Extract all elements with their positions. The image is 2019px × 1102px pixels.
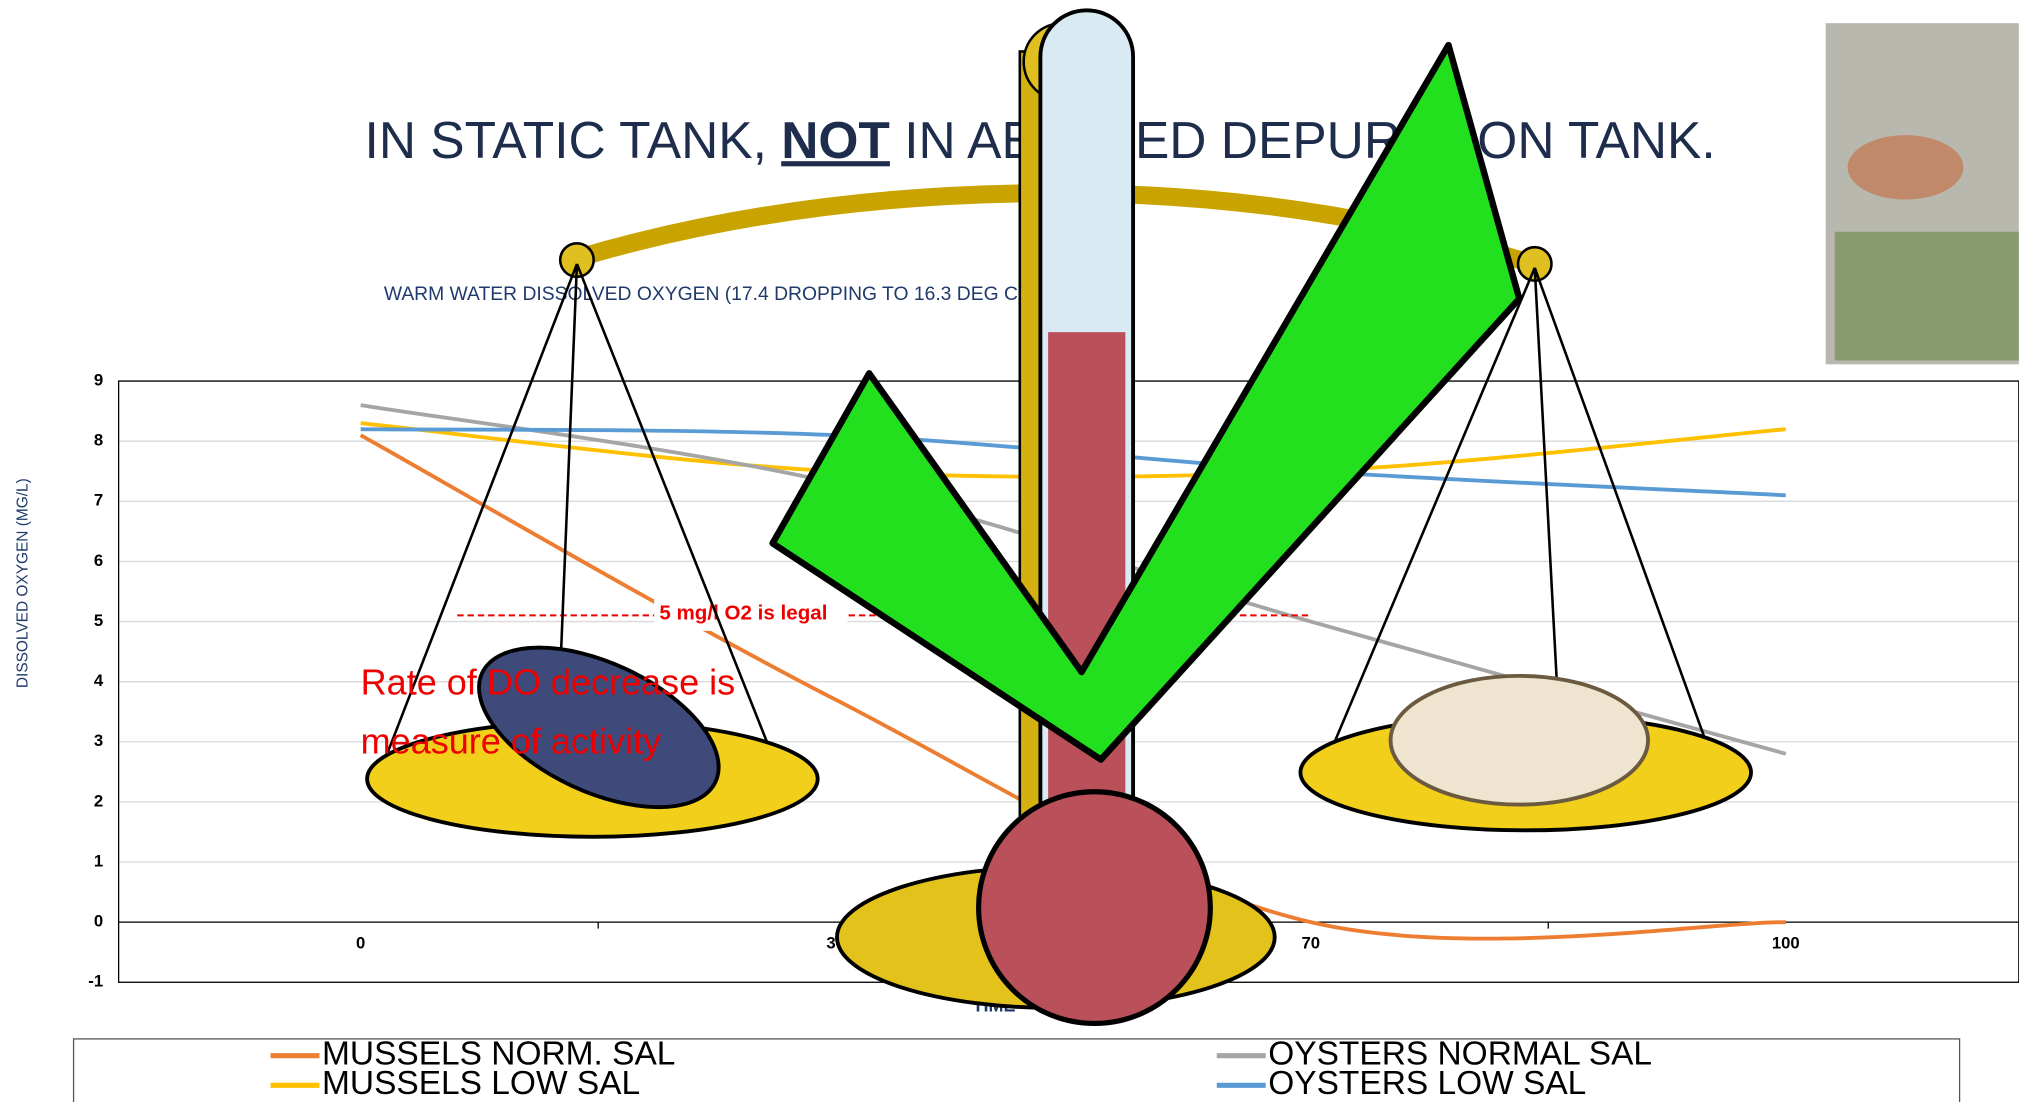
legend-label: MUSSELS NORM. SAL: [322, 1035, 675, 1072]
y-tick-label: 7: [94, 491, 103, 510]
y-tick-label: 1: [94, 851, 103, 870]
y-axis-label: DISSOLVED OXYGEN (MG/L): [14, 478, 31, 688]
y-tick-label: -1: [88, 972, 103, 991]
subtitle-start: IN STATIC TANK,: [365, 111, 782, 169]
annotation: Rate of DO decrease is: [361, 661, 735, 702]
y-tick-label: 2: [94, 791, 103, 810]
x-tick-label: 0: [356, 933, 365, 952]
y-tick-label: 8: [94, 431, 103, 450]
y-tick-label: 4: [94, 671, 104, 690]
legend-label: OYSTERS LOW SAL: [1268, 1065, 1586, 1102]
x-tick-label: 100: [1772, 933, 1800, 952]
legend-label: MUSSELS LOW SAL: [322, 1065, 640, 1102]
y-tick-label: 0: [94, 912, 103, 931]
chart-title: WARM WATER DISSOLVED OXYGEN (17.4 DROPPI…: [384, 284, 1025, 305]
oyster: [1388, 673, 1650, 807]
subtitle-bold: NOT: [781, 111, 890, 169]
scale-strings: [378, 263, 1714, 831]
mussel: [477, 645, 721, 810]
y-tick-label: 3: [94, 731, 103, 750]
annotation: measure of activity: [361, 721, 661, 762]
legend-box: [72, 1038, 1961, 1102]
photo-detail: [1834, 231, 2019, 361]
subtitle-end: IN AERATED DEPURATION TANK.: [890, 111, 1716, 169]
thermometer-bulb: [976, 789, 1213, 1027]
y-tick-label: 6: [94, 551, 103, 570]
legend-label: OYSTERS NORMAL SAL: [1268, 1035, 1652, 1072]
thermometer-fluid: [1048, 332, 1126, 848]
x-tick-label: 70: [1301, 933, 1320, 952]
photo-hand: [1847, 135, 1964, 200]
legal-limit-label-bg: [654, 599, 848, 631]
legal-limit-label: 5 mg/l O2 is legal: [659, 602, 827, 625]
clip-art: [365, 8, 2019, 1027]
y-tick-label: 9: [94, 370, 103, 389]
check-mark: [769, 41, 1523, 763]
y-tick-label: 5: [94, 611, 103, 630]
